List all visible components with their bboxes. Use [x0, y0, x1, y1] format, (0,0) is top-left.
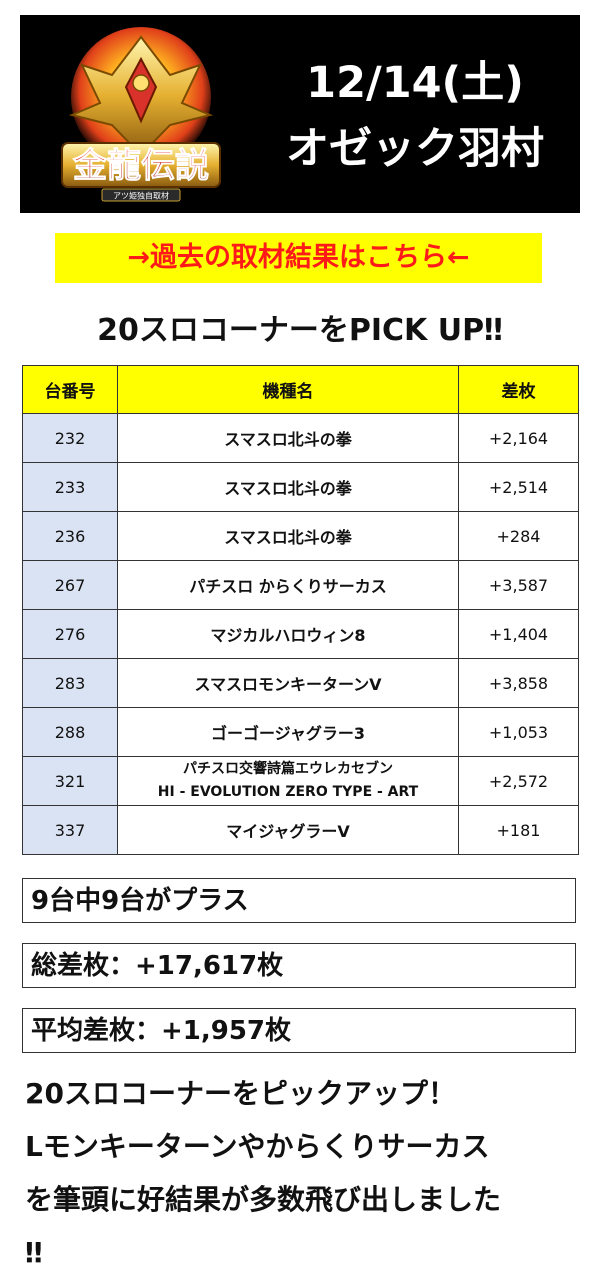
difference: +2,572	[458, 756, 579, 806]
comment-line: Lモンキーターンやからくりサーカス	[25, 1130, 490, 1163]
model-name-line-1: パチスロ交響詩篇エウレカセブン	[183, 761, 393, 777]
model-name: パチスロ交響詩篇エウレカセブン HI - EVOLUTION ZERO TYPE…	[117, 756, 459, 806]
svg-text:アツ姫独自取材: アツ姫独自取材	[113, 191, 169, 201]
machine-number: 276	[22, 609, 118, 659]
machine-number: 283	[22, 658, 118, 708]
difference: +181	[458, 805, 579, 855]
model-name: ゴーゴージャグラー3	[117, 707, 459, 757]
machine-number: 288	[22, 707, 118, 757]
table-row: 321 パチスロ交響詩篇エウレカセブン HI - EVOLUTION ZERO …	[22, 756, 579, 806]
golden-dragon-logo: 金龍伝説 アツ姫独自取材	[61, 27, 221, 202]
results-table: 台番号 機種名 差枚 232 スマスロ北斗の拳 +2,164 233 スマスロ北…	[22, 365, 579, 855]
difference: +1,053	[458, 707, 579, 757]
average-difference-summary: 平均差枚：+1,957枚	[22, 1008, 576, 1053]
difference: +2,164	[458, 413, 579, 463]
svg-text:金龍伝説: 金龍伝説	[72, 146, 209, 186]
table-row: 233 スマスロ北斗の拳 +2,514	[22, 462, 579, 512]
comment-line: を筆頭に好結果が多数飛び出しました	[25, 1183, 502, 1216]
model-name: マジカルハロウィン8	[117, 609, 459, 659]
machine-number: 233	[22, 462, 118, 512]
machine-number: 236	[22, 511, 118, 561]
section-title: 20スロコーナーをPICK UP‼	[97, 313, 503, 348]
comment-line: 20スロコーナーをピックアップ！	[25, 1077, 456, 1110]
plus-count-summary: 9台中9台がプラス	[22, 878, 576, 923]
machine-number: 232	[22, 413, 118, 463]
model-name: パチスロ からくりサーカス	[117, 560, 459, 610]
table-row: 236 スマスロ北斗の拳 +284	[22, 511, 579, 561]
difference: +3,858	[458, 658, 579, 708]
model-name: マイジャグラーV	[117, 805, 459, 855]
comment-line: ‼	[25, 1236, 43, 1269]
table-header-row: 台番号 機種名 差枚	[22, 365, 579, 414]
store-name: オゼック羽村	[286, 124, 544, 174]
total-difference-summary: 総差枚：+17,617枚	[22, 943, 576, 988]
table-row: 288 ゴーゴージャグラー3 +1,053	[22, 707, 579, 757]
difference: +284	[458, 511, 579, 561]
column-header-machine-number: 台番号	[22, 365, 118, 414]
column-header-difference: 差枚	[458, 365, 579, 414]
machine-number: 267	[22, 560, 118, 610]
table-row: 283 スマスロモンキーターンV +3,858	[22, 658, 579, 708]
model-name: スマスロ北斗の拳	[117, 462, 459, 512]
comment-text: 20スロコーナーをピックアップ！ Lモンキーターンやからくりサーカス を筆頭に好…	[25, 1067, 585, 1279]
model-name: スマスロ北斗の拳	[117, 511, 459, 561]
machine-number: 337	[22, 805, 118, 855]
event-date: 12/14(土)	[306, 58, 524, 108]
difference: +2,514	[458, 462, 579, 512]
table-row: 337 マイジャグラーV +181	[22, 805, 579, 855]
table-row: 232 スマスロ北斗の拳 +2,164	[22, 413, 579, 463]
difference: +3,587	[458, 560, 579, 610]
model-name: スマスロモンキーターンV	[117, 658, 459, 708]
machine-number: 321	[22, 756, 118, 806]
model-name-line-2: HI - EVOLUTION ZERO TYPE - ART	[157, 784, 419, 800]
past-results-link[interactable]: →過去の取材結果はこちら←	[55, 233, 542, 283]
table-row: 276 マジカルハロウィン8 +1,404	[22, 609, 579, 659]
table-row: 267 パチスロ からくりサーカス +3,587	[22, 560, 579, 610]
column-header-model-name: 機種名	[117, 365, 459, 414]
model-name: スマスロ北斗の拳	[117, 413, 459, 463]
header-banner: 金龍伝説 アツ姫独自取材 12/14(土) オゼック羽村	[20, 15, 580, 213]
difference: +1,404	[458, 609, 579, 659]
